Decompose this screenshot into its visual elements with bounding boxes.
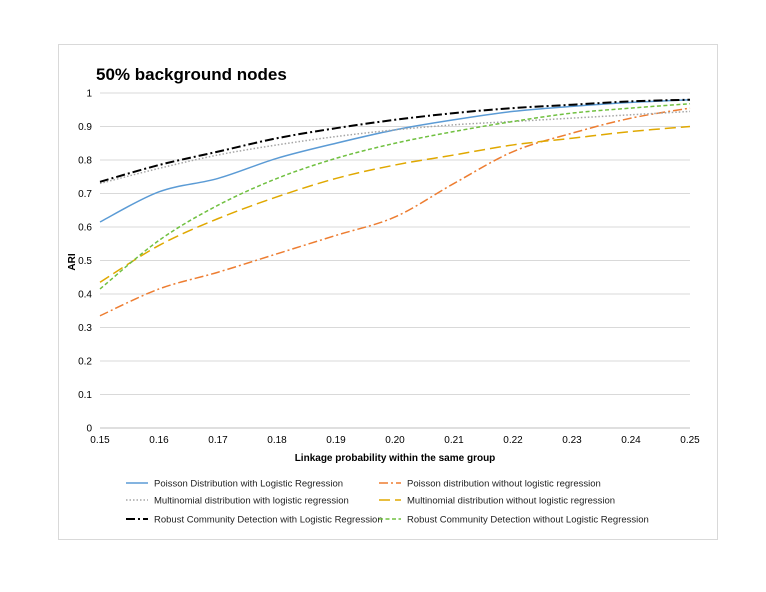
axis-layer: 0 0.1 0.2 0.3 0.4 0.5 0.6 0.7 0.8 0.9 1 0.15 0.16 0.1… xyxy=(78,89,700,447)
y-tick-label: 0.8 xyxy=(78,156,92,167)
legend-label-1: Poisson Distribution with Logistic Regre… xyxy=(154,479,343,490)
x-tick-label: 0.16 xyxy=(149,435,169,446)
legend-label-2: Poisson distribution without logistic re… xyxy=(407,479,601,490)
x-tick-label: 0.15 xyxy=(90,435,110,446)
y-tick-label: 0.7 xyxy=(78,189,92,200)
x-tick-label: 0.19 xyxy=(326,435,346,446)
x-axis-label: Linkage probability within the same grou… xyxy=(295,453,496,464)
series-line-2 xyxy=(99,107,691,317)
series-layer xyxy=(99,98,691,317)
x-tick-label: 0.18 xyxy=(267,435,287,446)
y-tick-label: 1 xyxy=(86,89,92,100)
chart-svg: 50% background nodes 0 0.1 0.2 0.3 0.4 0.5 0.6… xyxy=(67,65,700,526)
x-tick-label: 0.25 xyxy=(680,435,700,446)
legend: Poisson Distribution with Logistic Regre… xyxy=(126,479,649,526)
x-tick-label: 0.23 xyxy=(562,435,582,446)
y-tick-label: 0.3 xyxy=(78,323,92,334)
y-axis-label: ARI xyxy=(67,253,78,270)
series-line-1 xyxy=(99,98,691,223)
x-tick-label: 0.24 xyxy=(621,435,641,446)
x-tick-label: 0.20 xyxy=(385,435,405,446)
chart-title: 50% background nodes xyxy=(96,65,287,84)
y-tick-label: 0.5 xyxy=(78,256,92,267)
series-line-4 xyxy=(99,125,691,283)
series-line-5 xyxy=(99,98,691,183)
y-tick-label: 0.6 xyxy=(78,223,92,234)
y-tick-label: 0.4 xyxy=(78,290,92,301)
x-tick-label: 0.22 xyxy=(503,435,523,446)
series-line-3 xyxy=(99,110,691,185)
legend-label-3: Multinomial distribution with logistic r… xyxy=(154,496,349,507)
y-tick-label: 0.2 xyxy=(78,357,92,368)
legend-label-4: Multinomial distribution without logisti… xyxy=(407,496,615,507)
legend-label-5: Robust Community Detection with Logistic… xyxy=(154,515,383,526)
y-tick-label: 0.1 xyxy=(78,390,92,401)
chart-frame: 50% background nodes 0 0.1 0.2 0.3 0.4 0.5 0.6… xyxy=(58,44,718,540)
y-tick-label: 0 xyxy=(86,424,92,435)
x-tick-label: 0.17 xyxy=(208,435,228,446)
y-tick-label: 0.9 xyxy=(78,122,92,133)
legend-label-6: Robust Community Detection without Logis… xyxy=(407,515,649,526)
series-line-6 xyxy=(99,102,691,290)
x-tick-label: 0.21 xyxy=(444,435,464,446)
